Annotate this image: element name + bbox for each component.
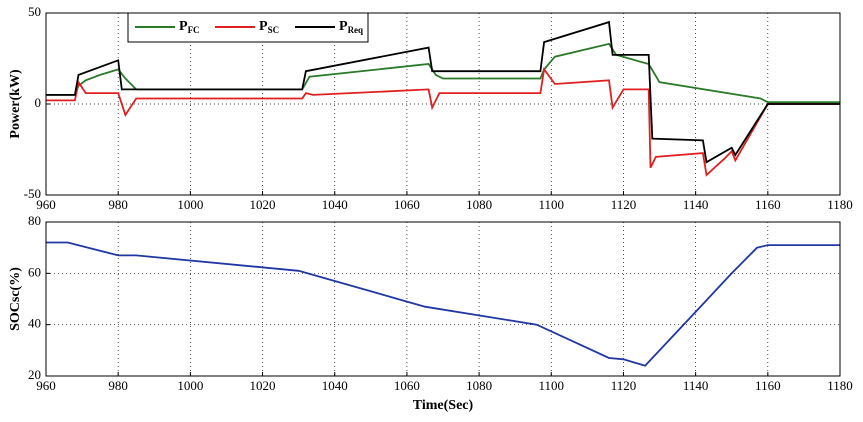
x-tick-label: 1080 bbox=[466, 378, 492, 393]
legend-label: PReq bbox=[339, 19, 363, 35]
x-tick-label: 1080 bbox=[466, 197, 492, 212]
series-line bbox=[46, 42, 840, 104]
x-tick-label: 1040 bbox=[322, 378, 348, 393]
x-tick-label: 1160 bbox=[755, 378, 781, 393]
x-tick-label: 1100 bbox=[539, 378, 565, 393]
x-tick-label: 1120 bbox=[611, 378, 637, 393]
y-tick-label: 50 bbox=[28, 4, 41, 19]
x-tick-label: 980 bbox=[108, 378, 128, 393]
x-tick-label: 1020 bbox=[250, 378, 276, 393]
y-tick-label: 40 bbox=[28, 316, 41, 331]
x-tick-label: 1140 bbox=[683, 197, 709, 212]
x-tick-label: 1180 bbox=[827, 197, 853, 212]
y-tick-label: 60 bbox=[28, 264, 41, 279]
y-tick-label: 80 bbox=[28, 213, 41, 228]
plot-frame bbox=[45, 12, 841, 196]
x-tick-label: 1100 bbox=[539, 197, 565, 212]
x-tick-label: 1000 bbox=[177, 197, 203, 212]
y-tick-label: 0 bbox=[35, 95, 42, 110]
series-line bbox=[46, 20, 840, 164]
x-tick-label: 1140 bbox=[683, 378, 709, 393]
x-tick-label: 1000 bbox=[177, 378, 203, 393]
x-tick-label: 1060 bbox=[394, 378, 420, 393]
y-axis-label: Power(kW) bbox=[8, 69, 23, 139]
y-tick-label: -50 bbox=[24, 186, 41, 201]
legend-label: PSC bbox=[259, 19, 279, 35]
x-tick-label: 1040 bbox=[322, 197, 348, 212]
plot-frame bbox=[45, 221, 841, 377]
x-tick-label: 980 bbox=[108, 197, 128, 212]
x-tick-label: 1120 bbox=[611, 197, 637, 212]
x-tick-label: 960 bbox=[36, 378, 56, 393]
x-tick-label: 960 bbox=[36, 197, 56, 212]
x-tick-label: 1060 bbox=[394, 197, 420, 212]
series-line bbox=[46, 67, 840, 177]
x-tick-label: 1160 bbox=[755, 197, 781, 212]
x-tick-label: 1180 bbox=[827, 378, 853, 393]
y-axis-label: SOCsc(%) bbox=[8, 267, 23, 331]
plot-area bbox=[46, 222, 840, 376]
y-tick-label: 20 bbox=[28, 367, 41, 382]
series-line bbox=[46, 241, 840, 367]
x-axis-label: Time(Sec) bbox=[413, 398, 474, 413]
x-tick-label: 1020 bbox=[250, 197, 276, 212]
legend-label: PFC bbox=[179, 19, 200, 35]
